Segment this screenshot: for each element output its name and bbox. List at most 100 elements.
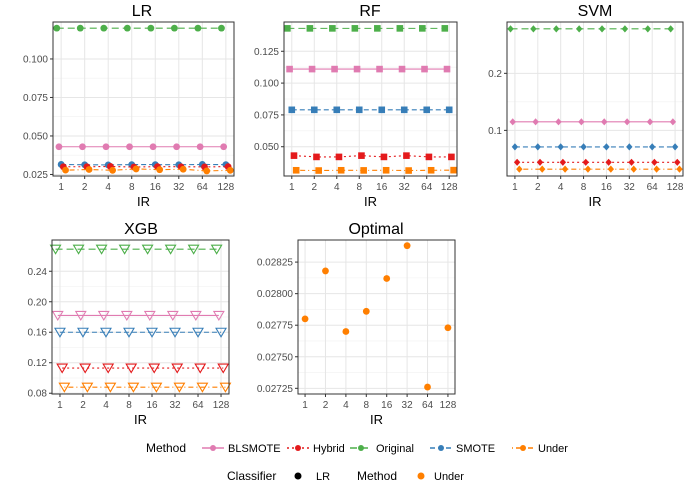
panel-title-xgb: XGB <box>124 221 158 238</box>
data-point-smote-8 <box>355 106 363 114</box>
series-blsmote-rf <box>286 65 451 73</box>
data-point-smote-32 <box>626 143 633 151</box>
x-tick-label: 64 <box>197 182 209 193</box>
x-tick-label: 2 <box>311 182 317 193</box>
x-tick-label: 8 <box>364 400 370 411</box>
panel-lr: LR 0.025 0.050 0.075 0.100 1 2 4 8 16 32 64 128 IR <box>23 3 235 209</box>
data-point-under-8 <box>127 382 140 393</box>
legend-item-smote: SMOTE <box>430 443 495 455</box>
data-point-original-4 <box>553 25 560 33</box>
data-point-under-16 <box>150 382 163 393</box>
data-point-under-16 <box>156 166 164 174</box>
series-smote-svm <box>511 143 679 151</box>
legend-item-hybrid: Hybrid <box>287 443 345 455</box>
series-under-svm <box>516 165 683 173</box>
y-tick-label: 0.2 <box>488 69 502 80</box>
data-point-under-2 <box>85 166 93 173</box>
data-point-under-128 <box>450 166 457 174</box>
data-point-hybrid-16 <box>148 363 161 374</box>
data-point-under-32 <box>630 165 637 173</box>
data-point-under-2 <box>81 382 94 393</box>
data-point-under-16 <box>383 275 391 282</box>
panel-border <box>52 21 235 177</box>
panel-border <box>51 239 230 395</box>
data-point-under-8 <box>132 165 140 173</box>
data-point-blsmote-1 <box>55 143 63 151</box>
data-point-hybrid-32 <box>171 363 184 374</box>
x-tick-label: 1 <box>57 400 63 411</box>
x-tick-label: 64 <box>192 400 204 411</box>
y-tick-label: 0.02750 <box>257 352 294 363</box>
data-point-smote-4 <box>100 327 112 338</box>
x-tick-label: 32 <box>399 182 411 193</box>
y-tick-label: 0.20 <box>28 297 48 308</box>
data-point-under-128 <box>444 324 452 332</box>
data-point-hybrid-32 <box>628 158 635 166</box>
legend-item-under: Under <box>512 443 568 455</box>
x-tick-label: 64 <box>421 182 433 193</box>
x-tick-label: 16 <box>150 182 162 193</box>
data-point-under-4 <box>104 382 117 393</box>
data-point-smote-4 <box>557 143 564 151</box>
legend-method2-title: Method <box>357 469 397 483</box>
data-point-under-64 <box>653 165 660 173</box>
data-point-original-4 <box>329 25 336 32</box>
series-under-lr <box>62 165 234 175</box>
panel-title-optimal: Optimal <box>348 221 403 238</box>
data-point-hybrid-2 <box>313 153 320 161</box>
data-point-smote-64 <box>423 106 431 114</box>
x-tick-label: 4 <box>558 182 564 193</box>
data-point-hybrid-1 <box>56 363 69 374</box>
y-tick-label: 0.24 <box>28 267 48 278</box>
legend-dot-original <box>358 445 364 451</box>
data-point-blsmote-4 <box>102 143 110 151</box>
x-tick-label: 4 <box>343 400 349 411</box>
data-point-under-128 <box>219 382 232 393</box>
data-point-smote-16 <box>146 327 158 338</box>
data-point-blsmote-16 <box>376 65 383 73</box>
data-point-blsmote-128 <box>443 65 451 73</box>
x-tick-label: 1 <box>302 400 308 411</box>
series-line-hybrid <box>293 155 452 158</box>
data-point-blsmote-1 <box>509 118 516 126</box>
series-blsmote-xgb <box>51 310 225 322</box>
legend-classifier-title: Classifier <box>227 469 276 483</box>
data-point-smote-16 <box>378 106 386 114</box>
legend-dot-under <box>520 445 526 451</box>
data-point-hybrid-1 <box>513 158 521 166</box>
series-under-optimal <box>301 242 452 391</box>
x-tick-label: 2 <box>535 182 541 193</box>
y-tick-label: 0.025 <box>23 170 48 181</box>
panel-svm: SVM 0.1 0.2 1 2 4 8 16 32 64 128 IR <box>488 3 684 209</box>
data-point-under-32 <box>403 242 411 250</box>
data-point-blsmote-16 <box>143 310 156 322</box>
data-point-under-1 <box>292 166 300 174</box>
data-point-original-128 <box>210 244 223 255</box>
data-point-under-4 <box>109 166 117 174</box>
data-point-hybrid-4 <box>335 153 343 161</box>
data-point-under-1 <box>58 382 71 393</box>
legend-dot-smote <box>438 445 444 451</box>
x-tick-label: 1 <box>289 182 295 193</box>
series-smote-rf <box>288 106 453 114</box>
legend-label-blsmote: BLSMOTE <box>228 443 281 455</box>
data-point-smote-16 <box>603 143 610 151</box>
panel-rf: RF 0.050 0.075 0.100 0.125 1 2 4 8 16 32 64 128 IR <box>254 3 458 209</box>
data-point-under-2 <box>322 267 329 275</box>
data-point-smote-2 <box>534 143 541 151</box>
data-point-blsmote-1 <box>286 65 293 73</box>
series-original-svm <box>507 25 674 33</box>
series-original-lr <box>53 24 225 32</box>
panel-title-rf: RF <box>359 3 381 20</box>
y-tick-label: 0.075 <box>254 110 279 121</box>
panel-border <box>283 21 458 177</box>
data-point-blsmote-32 <box>398 65 406 73</box>
legend-label-under: Under <box>538 443 568 455</box>
data-point-blsmote-128 <box>669 118 677 126</box>
x-tick-label: 32 <box>169 400 181 411</box>
x-tick-label: 128 <box>218 182 235 193</box>
data-point-smote-128 <box>445 106 453 114</box>
series-hybrid-xgb <box>56 363 230 374</box>
y-tick-label: 0.08 <box>28 389 48 400</box>
